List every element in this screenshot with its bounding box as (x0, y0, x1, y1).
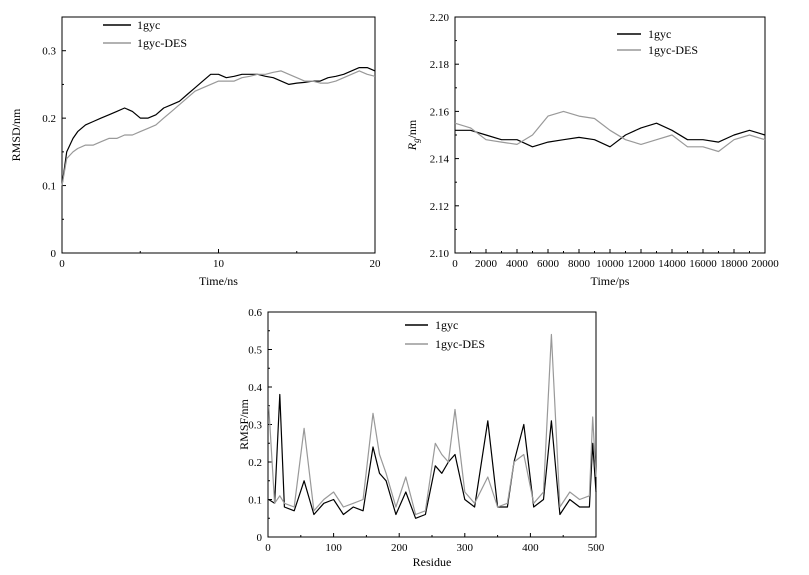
x-tick-label: 4000 (506, 258, 529, 270)
x-tick-label: 18000 (720, 258, 748, 270)
y-tick-label: 0.3 (248, 420, 262, 432)
series-line-des (268, 333, 597, 516)
plot-frame (454, 16, 766, 254)
x-tick-label: 400 (522, 542, 539, 554)
y-tick-label: 2.10 (430, 248, 450, 260)
y-tick-label: 0.1 (42, 181, 56, 193)
y-tick-label: 0.6 (248, 307, 262, 319)
y-tick-label: 0.5 (248, 345, 262, 357)
y-axis-label: RMSF/nm (237, 398, 251, 449)
x-tick-label: 0 (452, 258, 458, 270)
y-axis-label: Rg/nm (405, 119, 421, 151)
x-tick-label: 16000 (689, 258, 717, 270)
x-tick-label: 0 (265, 542, 271, 554)
x-tick-label: 10000 (596, 258, 624, 270)
x-tick-label: 500 (588, 542, 605, 554)
legend-label: 1gyc (137, 18, 160, 32)
x-axis-label: Time/ns (199, 274, 238, 288)
legend: 1gyc 1gyc-DES (103, 18, 187, 50)
y-tick-label: 2.16 (430, 106, 450, 118)
legend: 1gyc 1gyc-DES (617, 27, 698, 57)
x-tick-label: 20000 (751, 258, 779, 270)
chart-panel-3: 0 100 200 300 400 500 0 0.1 0.2 0.3 0.4 0.5 0.6 Resid… (237, 307, 605, 569)
legend-label: 1gyc-DES (137, 36, 187, 50)
x-tick-label: 0 (59, 258, 65, 270)
x-tick-label: 14000 (658, 258, 686, 270)
y-tick-label: 2.12 (430, 201, 449, 213)
series-line-native (268, 393, 597, 519)
x-tick-label: 6000 (537, 258, 560, 270)
x-tick-label: 8000 (568, 258, 591, 270)
x-axis-label: Residue (413, 555, 452, 569)
plot-frame (61, 16, 376, 254)
legend-label: 1gyc-DES (435, 337, 485, 351)
y-tick-label: 0.4 (248, 382, 262, 394)
x-tick-label: 2000 (475, 258, 498, 270)
y-tick-label: 2.20 (430, 12, 450, 24)
series-line-des (454, 110, 766, 153)
x-tick-label: 20 (370, 258, 382, 270)
legend: 1gyc 1gyc-DES (405, 318, 485, 351)
y-tick-label: 0.2 (248, 457, 262, 469)
legend-label: 1gyc-DES (648, 43, 698, 57)
x-axis-label: Time/ps (591, 274, 630, 288)
x-tick-label: 300 (457, 542, 474, 554)
y-tick-label: 0.2 (42, 113, 56, 125)
y-tick-label: 0 (257, 532, 263, 544)
x-tick-label: 100 (325, 542, 342, 554)
legend-label: 1gyc (435, 318, 458, 332)
chart-panel-2: 0 2000 4000 6000 8000 10000 12000 14000 16000 180… (405, 12, 779, 288)
y-tick-label: 0.3 (42, 46, 56, 58)
x-tick-label: 200 (391, 542, 408, 554)
y-tick-label: 2.18 (430, 59, 450, 71)
y-tick-label: 0 (51, 248, 57, 260)
x-tick-label: 10 (213, 258, 225, 270)
y-tick-label: 2.14 (430, 154, 450, 166)
series-line-des (61, 70, 376, 186)
series-line-native (455, 122, 766, 148)
x-tick-label: 12000 (627, 258, 655, 270)
y-axis-label: RMSD/nm (9, 108, 23, 161)
series-line-native (61, 66, 376, 186)
y-tick-label: 0.1 (248, 495, 262, 507)
legend-label: 1gyc (648, 27, 671, 41)
chart-panel-1: 0 10 20 0 0.1 0.2 0.3 Time/ns RMSD/nm 1gyc 1gyc-DE… (9, 16, 382, 288)
